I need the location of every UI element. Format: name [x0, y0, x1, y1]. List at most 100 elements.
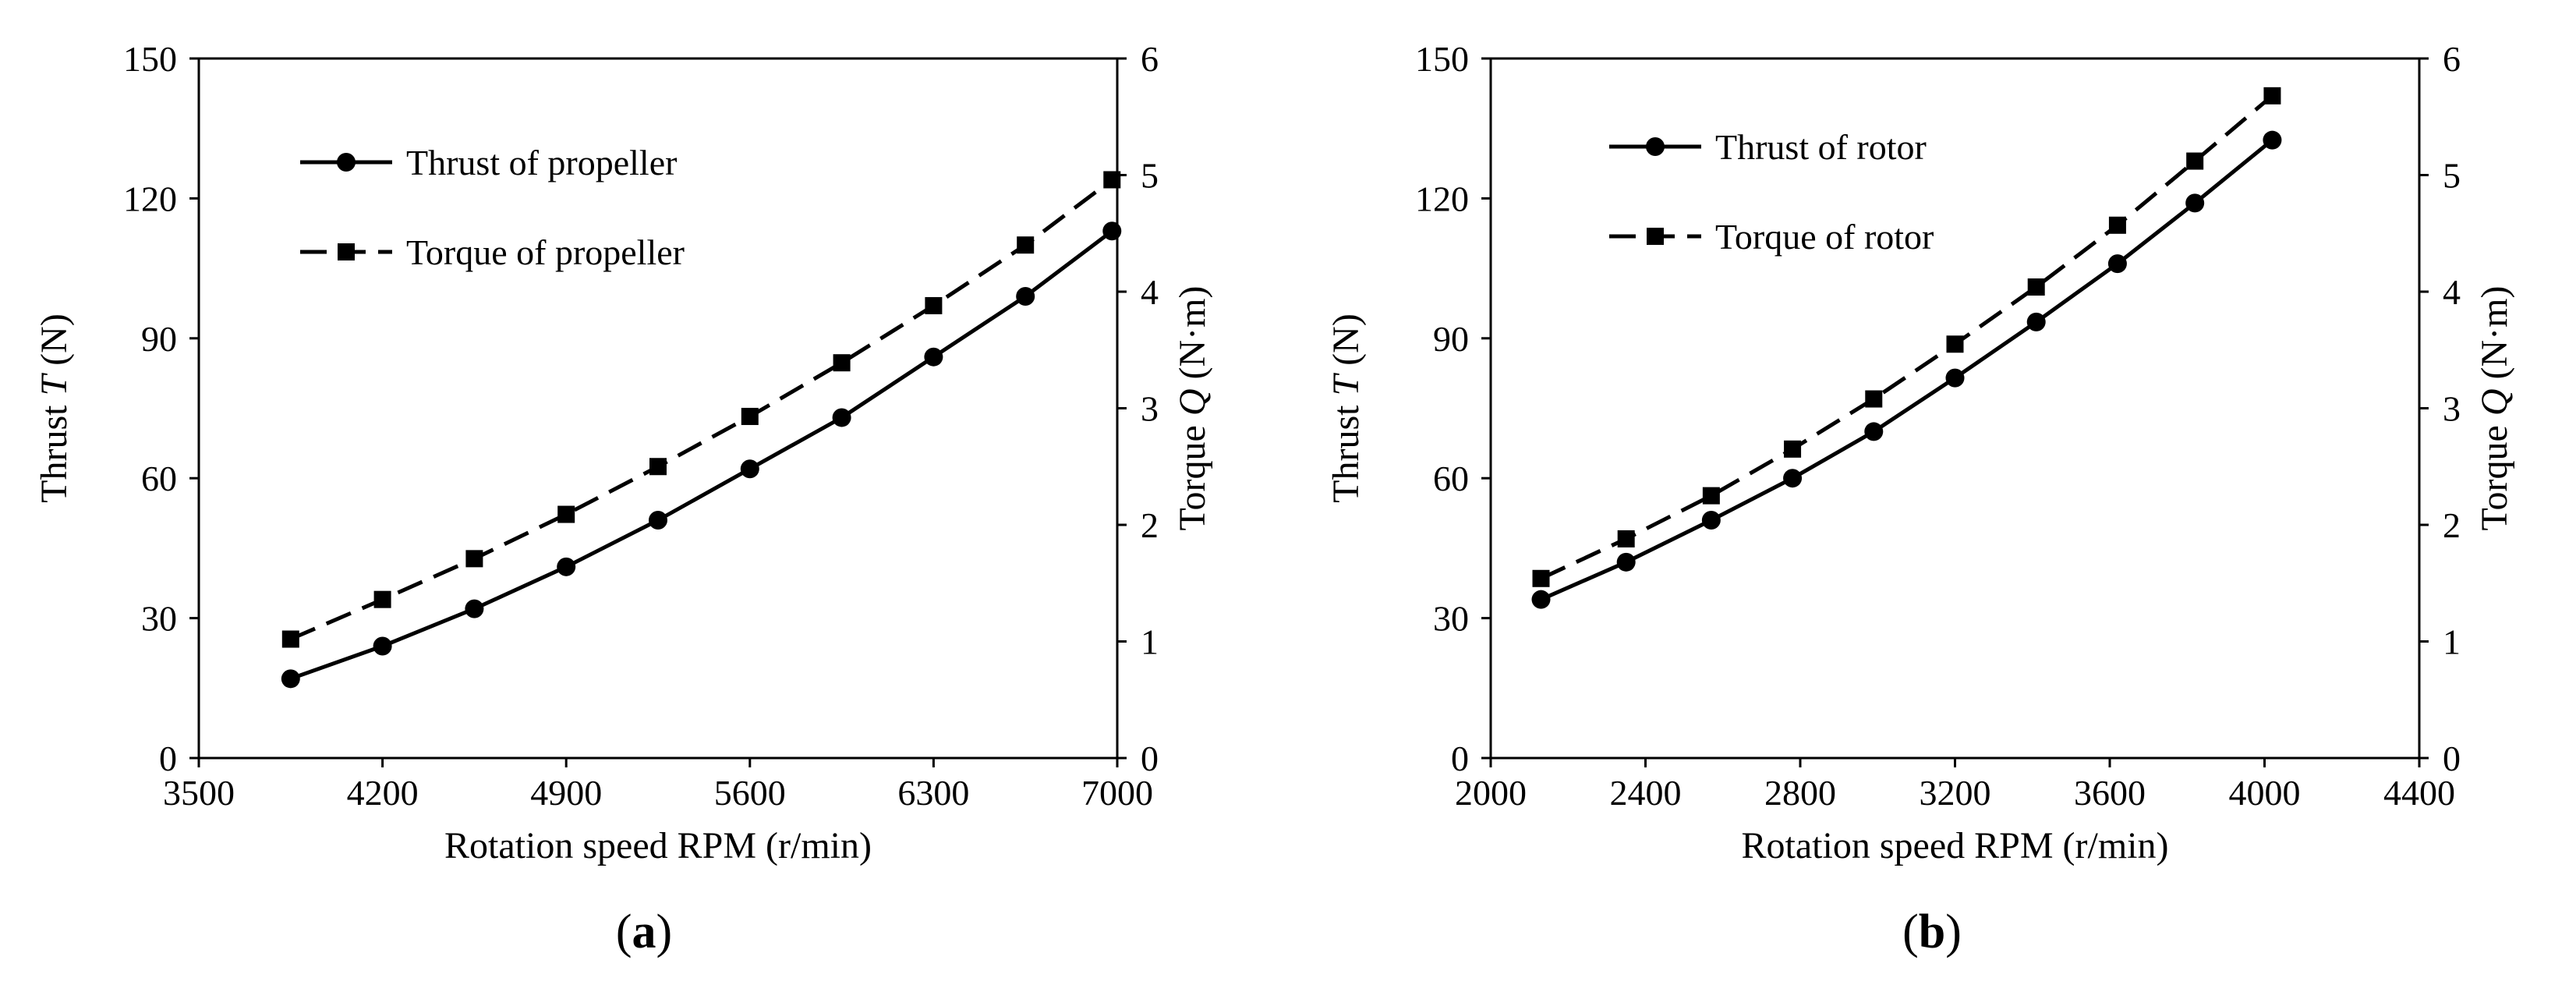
torque-series-a-line	[289, 178, 1113, 641]
thrust-series-b-point	[1783, 469, 1803, 488]
torque-series-b-point	[2186, 152, 2204, 170]
thrust-series-b-point	[1616, 552, 1636, 572]
torque-series-a-point	[741, 407, 759, 425]
chart-svg-b: 2000 2400 2800 3200 3600 4000 4400030609012015…	[1325, 39, 2515, 866]
x-tick-label-b: 4000	[2229, 773, 2301, 813]
y-tick-label-a: 90	[141, 319, 177, 359]
thrust-series-a-point	[924, 347, 943, 367]
panel-caption-b: (b)	[1902, 905, 1962, 958]
thrust-series-b-point	[1945, 368, 1965, 388]
legend-marker-0-b	[1646, 137, 1665, 156]
y-axis-title-a: Thrust T (N)	[34, 314, 75, 503]
torque-series-a-point	[1103, 171, 1121, 189]
y2-tick-label-b: 5	[2443, 156, 2461, 196]
legend-label-1-a: Torque of propeller	[406, 232, 685, 272]
y-tick-label-a: 60	[141, 459, 177, 498]
x-axis-title-b: Rotation speed RPM (r/min)	[1742, 825, 2169, 866]
y-axis-title-prefix-b: Thrust	[1325, 396, 1367, 503]
chart-panel-b: 2000 2400 2800 3200 3600 4000 4400 0 30 60 90 120 15…	[1288, 0, 2576, 992]
thrust-series-a-point	[281, 669, 300, 689]
y2-tick-label-a: 6	[1141, 39, 1159, 79]
thrust-series-a-point	[373, 636, 392, 656]
y2-axis-title-prefix-a: Torque	[1172, 416, 1213, 530]
x-tick-label-b: 3600	[2074, 773, 2146, 813]
y2-tick-label-a: 5	[1141, 156, 1159, 196]
torque-series-a-point	[373, 590, 391, 608]
torque-series-b-point	[2108, 216, 2126, 234]
legend-marker-1-b	[1647, 228, 1664, 245]
y-tick-label-b: 60	[1433, 459, 1469, 498]
thrust-series-b-point	[2107, 254, 2127, 274]
thrust-series-a-point	[465, 599, 484, 618]
y-axis-title-b: Thrust T (N)	[1325, 314, 1367, 503]
thrust-series-b-point	[2026, 312, 2046, 331]
torque-series-b-point	[1784, 440, 1802, 458]
chart-area-a	[17, 23, 1265, 889]
thrust-series-a-line	[289, 229, 1113, 681]
panel-label-a: a	[632, 905, 656, 958]
x-tick-label-a: 6300	[897, 773, 969, 813]
y2-tick-label-b: 0	[2443, 739, 2461, 778]
y2-tick-label-a: 1	[1141, 622, 1159, 662]
y-axis-title-symbol-b: T	[1325, 373, 1367, 396]
thrust-series-a-point	[832, 408, 851, 427]
y2-axis-title-prefix-b: Torque	[2474, 416, 2515, 530]
y2-tick-label-b: 3	[2443, 389, 2461, 429]
y2-tick-label-b: 2	[2443, 505, 2461, 545]
y-axis-title-symbol-a: T	[34, 373, 75, 396]
torque-series-a-point	[465, 550, 483, 568]
y2-axis-title-symbol-b: Q	[2474, 389, 2515, 416]
plot-frame-b	[1489, 57, 2421, 760]
y2-tick-label-a: 0	[1141, 739, 1159, 778]
x-tick-label-b: 2800	[1764, 773, 1836, 813]
y-tick-label-a: 120	[123, 179, 177, 218]
torque-series-a-point	[1017, 236, 1035, 254]
torque-series-b-point	[1532, 569, 1550, 587]
torque-series-b-point	[1946, 335, 1964, 353]
x-tick-label-b: 4400	[2383, 773, 2455, 813]
thrust-series-a-point	[1016, 286, 1035, 306]
y2-tick-label-a: 3	[1141, 389, 1159, 429]
thrust-series-a-point	[740, 459, 759, 479]
torque-series-b-point	[1865, 390, 1883, 408]
y-axis-title-unit-a: (N)	[34, 314, 75, 375]
panel-label-b: b	[1918, 905, 1946, 958]
thrust-series-a-point	[1102, 221, 1122, 241]
panel-caption-a: (a)	[615, 905, 673, 958]
legend-label-0-a: Thrust of propeller	[406, 143, 677, 182]
legend-marker-0-a	[337, 153, 356, 172]
torque-series-b-point	[1617, 530, 1635, 547]
x-tick-label-b: 3200	[1920, 773, 1991, 813]
thrust-series-b-point	[1531, 590, 1551, 609]
x-tick-label-a: 5600	[714, 773, 786, 813]
torque-series-b-point	[1702, 487, 1720, 505]
y2-axis-title-symbol-a: Q	[1172, 389, 1213, 416]
y2-tick-label-a: 2	[1141, 505, 1159, 545]
y-axis-title-unit-b: (N)	[1325, 314, 1367, 375]
x-tick-label-b: 2000	[1455, 773, 1527, 813]
y-tick-label-a: 0	[159, 739, 177, 778]
thrust-series-b-point	[1701, 511, 1721, 530]
y-tick-label-a: 150	[123, 39, 177, 79]
x-axis-title-a: Rotation speed RPM (r/min)	[444, 825, 872, 866]
y-tick-label-b: 0	[1451, 739, 1469, 778]
chart-svg-a: 3500 4200 4900 5600 6300 70000306090120150012…	[34, 39, 1213, 866]
torque-series-a-point	[925, 296, 943, 314]
torque-series-b-point	[2027, 278, 2045, 296]
y-tick-label-b: 150	[1415, 39, 1469, 79]
y2-tick-label-b: 4	[2443, 272, 2461, 312]
x-tick-label-a: 4200	[347, 773, 419, 813]
chart-area-b	[1305, 23, 2553, 889]
y2-axis-title-b: Torque Q (N·m)	[2474, 286, 2515, 531]
chart-panel-a: 3500 4200 4900 5600 6300 7000 0 30 60 90 120 150 0 1 2…	[17, 23, 1265, 958]
x-tick-label-a: 4900	[530, 773, 602, 813]
thrust-series-b-point	[2263, 130, 2282, 150]
x-tick-label-b: 2400	[1610, 773, 1682, 813]
torque-series-b-point	[2263, 87, 2281, 105]
torque-series-a-point	[833, 354, 851, 372]
legend-label-0-b: Thrust of rotor	[1715, 127, 1927, 167]
y2-tick-label-a: 4	[1141, 272, 1159, 312]
legend-label-1-b: Torque of rotor	[1715, 217, 1934, 257]
y2-axis-title-a: Torque Q (N·m)	[1172, 286, 1213, 531]
thrust-series-b-line	[1540, 138, 2273, 601]
